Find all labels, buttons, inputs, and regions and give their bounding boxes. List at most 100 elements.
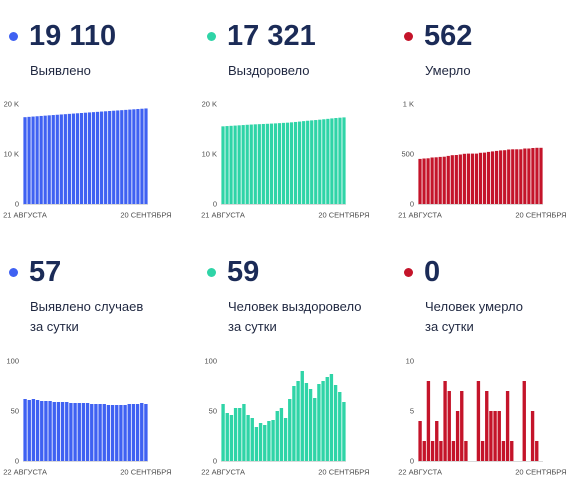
bar [229, 125, 233, 204]
bar [455, 411, 460, 461]
bar [39, 115, 43, 204]
x-tick-label: 20 СЕНТЯБРЯ [120, 211, 171, 220]
deaths-daily-value: 0 [424, 256, 441, 288]
bar [56, 402, 61, 461]
x-tick-label: 20 СЕНТЯБРЯ [515, 468, 566, 477]
bar [69, 403, 73, 461]
chart-deaths-daily[interactable]: 0 5 10 22 АВГУСТА 20 СЕНТЯБРЯ [395, 349, 585, 479]
chart-deaths-total[interactable]: 0 500 1 K 21 АВГУСТА 20 СЕНТЯБРЯ [395, 92, 585, 222]
bar [460, 391, 464, 461]
bar [144, 108, 148, 204]
bar [67, 113, 71, 204]
bar [507, 149, 511, 204]
bar [330, 118, 334, 204]
bar [476, 381, 481, 461]
bar [293, 121, 298, 204]
bar [313, 398, 317, 461]
bar [317, 384, 321, 461]
recovered-total-label: Выздоровело [228, 61, 310, 81]
bar [318, 119, 322, 204]
bar [497, 411, 501, 461]
bar [418, 158, 422, 204]
bar [73, 403, 77, 461]
bar [98, 404, 102, 461]
chart-detected-total[interactable]: 0 10 K 20 K 21 АВГУСТА 20 СЕНТЯБРЯ [0, 92, 190, 222]
deaths-total-label: Умерло [425, 61, 471, 81]
bar [495, 150, 499, 204]
detected-total-value: 19 110 [29, 20, 117, 52]
bar [308, 389, 313, 461]
bar [44, 401, 48, 461]
y-tick-label: 10 [406, 357, 414, 366]
chart-recovered-total[interactable]: 0 10 K 20 K 21 АВГУСТА 20 СЕНТЯБРЯ [198, 92, 388, 222]
bar [120, 110, 124, 204]
bar [47, 115, 51, 204]
x-tick-label: 22 АВГУСТА [201, 468, 245, 477]
bar [292, 386, 296, 461]
bar [480, 441, 485, 461]
panel-deaths-daily: 0 Человек умерло за сутки 0 5 10 22 АВГУСТА… [395, 236, 585, 481]
bar [530, 411, 535, 461]
bar [535, 147, 539, 204]
red-dot-icon [403, 31, 413, 41]
bar [237, 125, 241, 204]
bar [116, 110, 120, 204]
bar [342, 117, 346, 204]
bar [135, 404, 140, 461]
teal-dot-icon [206, 267, 216, 277]
bar [48, 401, 52, 461]
bar [450, 155, 454, 204]
bar [531, 148, 535, 204]
bar [447, 391, 451, 461]
bar [499, 150, 503, 204]
bar [75, 113, 80, 204]
bar [342, 402, 346, 461]
bar [300, 371, 304, 461]
bar [140, 108, 144, 204]
bar [115, 405, 119, 461]
bar [296, 381, 300, 461]
bar [439, 441, 443, 461]
detected-daily-label: Выявлено случаев за сутки [30, 297, 143, 337]
bar [124, 109, 128, 204]
bar [27, 116, 31, 204]
bar [510, 441, 514, 461]
y-tick-label: 1 K [403, 100, 414, 109]
bar [127, 404, 131, 461]
bar [519, 149, 523, 204]
bar [418, 421, 422, 461]
bar [539, 147, 543, 204]
bar [249, 124, 253, 204]
y-tick-label: 50 [11, 407, 19, 416]
bar [289, 122, 294, 204]
bar [23, 117, 27, 204]
chart-recovered-daily[interactable]: 0 50 100 22 АВГУСТА 20 СЕНТЯБРЯ [198, 349, 388, 479]
y-tick-label: 0 [15, 457, 19, 466]
bar [258, 423, 263, 461]
y-tick-label: 0 [213, 457, 217, 466]
panel-detected-daily: 57 Выявлено случаев за сутки 0 50 100 22 АВ… [0, 236, 190, 481]
bar [112, 110, 116, 204]
bar [35, 400, 40, 461]
bar [242, 404, 246, 461]
y-tick-label: 100 [6, 357, 19, 366]
bar [273, 123, 278, 204]
bar [438, 156, 442, 204]
label-line: за сутки [425, 319, 474, 334]
bar [451, 441, 456, 461]
bar [123, 405, 127, 461]
bar [493, 411, 497, 461]
y-tick-label: 5 [410, 407, 414, 416]
bar [454, 155, 458, 204]
bar [253, 124, 257, 204]
label-line: Человек умерло [425, 299, 523, 314]
bar [254, 427, 259, 461]
bar [51, 115, 55, 204]
panel-recovered-total: 17 321 Выздоровело 0 10 K 20 K 21 АВГУСТА 20… [198, 0, 388, 236]
bar [238, 408, 242, 461]
chart-detected-daily[interactable]: 0 50 100 22 АВГУСТА 20 СЕНТЯБРЯ [0, 349, 190, 479]
bar [241, 125, 245, 204]
y-tick-label: 500 [401, 150, 414, 159]
bar [100, 111, 104, 204]
bar [40, 401, 44, 461]
